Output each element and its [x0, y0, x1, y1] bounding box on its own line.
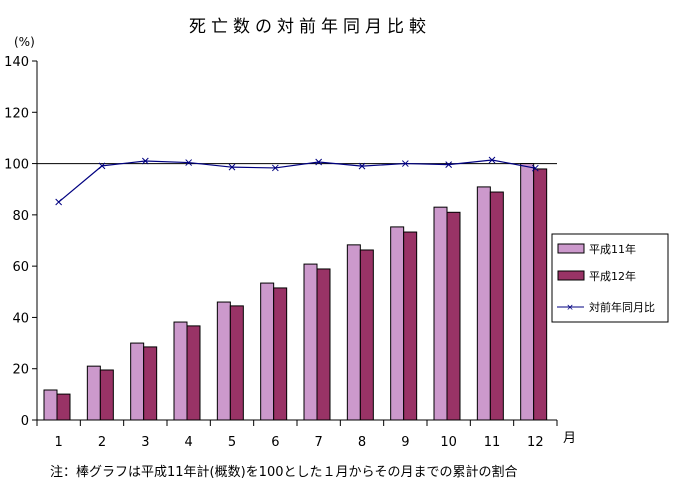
bar-h12-10	[446, 211, 461, 421]
y-tick-label-140: 140	[4, 55, 29, 70]
bar-h11-1	[43, 389, 58, 421]
bar-h11-3	[130, 342, 145, 421]
bar-h11-2	[86, 365, 101, 421]
bar-h12-2	[99, 369, 114, 421]
bar-h11-9	[390, 226, 405, 421]
bar-h11-12	[520, 163, 535, 421]
legend-label-h12: 平成12年	[589, 269, 636, 283]
y-tick-label-120: 120	[4, 106, 29, 121]
bar-h12-9	[403, 231, 418, 421]
x-tick-label-8: 8	[358, 435, 366, 450]
ratio-point-12	[531, 164, 539, 172]
bar-h12-11	[489, 191, 504, 421]
y-tick-label-100: 100	[4, 158, 29, 173]
x-tick-label-10: 10	[440, 435, 457, 450]
x-tick-label-9: 9	[401, 435, 409, 450]
bar-h12-6	[273, 287, 288, 421]
ratio-point-11	[488, 156, 496, 164]
ratio-point-7	[315, 158, 323, 166]
x-tick-label-1: 1	[55, 435, 63, 450]
bar-h11-5	[216, 301, 231, 421]
bar-h12-3	[143, 346, 158, 421]
bar-h12-12	[533, 168, 548, 421]
bar-h12-8	[359, 249, 374, 421]
ratio-point-9	[401, 160, 409, 167]
bar-h12-5	[229, 305, 244, 421]
x-tick-label-5: 5	[228, 435, 236, 450]
x-tick-label-12: 12	[527, 435, 544, 450]
ratio-point-3	[141, 157, 149, 165]
y-tick-label-40: 40	[12, 311, 29, 326]
bar-h11-4	[173, 321, 188, 421]
x-tick-label-3: 3	[141, 435, 149, 450]
ratio-line	[58, 159, 536, 203]
bar-h11-10	[433, 206, 448, 421]
y-tick-label-20: 20	[12, 363, 29, 378]
ratio-point-8	[358, 162, 366, 170]
legend-marker-x-icon: ×	[566, 303, 574, 313]
ratio-point-5	[228, 163, 236, 171]
x-tick-label-4: 4	[185, 435, 193, 450]
y-tick-label-60: 60	[12, 260, 29, 275]
y-tick-label-80: 80	[12, 209, 29, 224]
bar-h12-4	[186, 325, 201, 421]
chart-title: 死亡数の対前年同月比較	[189, 17, 431, 37]
bar-h11-11	[476, 186, 491, 421]
x-axis-label: 月	[563, 431, 576, 446]
bar-h11-8	[346, 244, 361, 421]
ratio-point-1	[55, 198, 63, 206]
ratio-point-4	[185, 159, 193, 166]
bar-h12-1	[56, 393, 71, 421]
x-tick-label-2: 2	[98, 435, 106, 450]
x-tick-label-6: 6	[271, 435, 279, 450]
legend: 平成11年 平成12年 × 対前年同月比	[551, 233, 669, 323]
y-axis-label: (%)	[14, 35, 35, 49]
ratio-point-10	[445, 161, 453, 168]
ratio-point-2	[98, 162, 106, 170]
chart-note: 注：棒グラフは平成11年計(概数)を100とした１月からその月までの累計の割合	[50, 464, 518, 480]
ratio-point-6	[271, 164, 279, 172]
y-tick-label-0: 0	[21, 414, 29, 429]
legend-swatch-h11	[557, 243, 585, 254]
x-tick-label-11: 11	[484, 435, 501, 450]
bar-h12-7	[316, 268, 331, 421]
x-tick-label-7: 7	[315, 435, 323, 450]
bar-h11-6	[260, 282, 275, 421]
legend-swatch-h12	[557, 270, 585, 281]
legend-label-ratio: 対前年同月比	[589, 300, 655, 314]
bar-h11-7	[303, 263, 318, 421]
legend-label-h11: 平成11年	[589, 242, 636, 256]
